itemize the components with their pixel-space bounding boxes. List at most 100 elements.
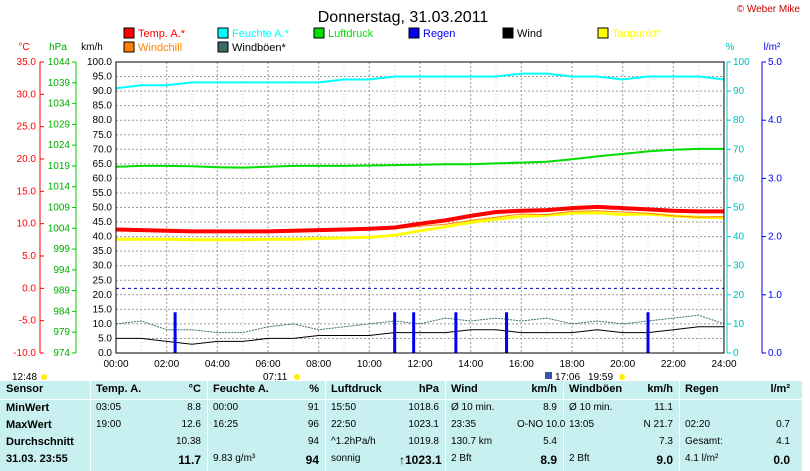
legend-label: Regen [423,28,455,40]
kmh-unit-label: km/h [81,42,103,53]
temp-tick-label: 20.0 [17,154,37,165]
kmh-tick-label: 90.0 [93,86,113,97]
rain-tick-label: 2.0 [768,232,782,243]
rain-tick-label: 5.0 [768,57,782,68]
table-cell: 11.1 [654,402,673,413]
table-cell: 1023.1 [408,419,439,430]
temp-tick-label: 35.0 [17,57,37,68]
table-divider [0,399,802,400]
table-row: 31.03. 23:55 11.7 9.83 g/m³ 94 sonnig ↑1023.1… [0,451,802,467]
legend-swatch [313,27,325,39]
time-tick-label: 08:00 [306,359,331,370]
table-row: MinWert 03:05 8.8 00:00 91 15:50 1018.6 Ø 10 mi… [0,400,802,416]
col-divider [325,381,326,471]
table-cell: 11.7 [178,453,201,467]
legend-label: Wind [517,28,542,40]
kmh-tick-label: 10.0 [93,319,113,330]
hpa-tick-label: 1034 [48,99,71,110]
col-divider [679,381,680,471]
rain-unit-label: l/m² [764,42,781,53]
table-cell: O-NO 10.0 [517,419,566,430]
temp-tick-label: 0.0 [22,283,36,294]
kmh-tick-label: 35.0 [93,246,113,257]
table-cell: sonnig [331,453,361,464]
table-cell: 91 [307,402,319,413]
kmh-tick-label: 60.0 [93,173,113,184]
table-cell: 8.9 [543,402,557,413]
weather-chart: 100.095.090.085.080.075.070.065.060.055.… [12,4,800,381]
kmh-tick-label: 30.0 [93,261,113,272]
humidity-tick-label: 50 [733,203,745,214]
rain-bar [173,312,177,353]
table-cell: 2 Bft [451,453,472,464]
legend-label: Windchill [138,42,182,54]
humidity-tick-label: 60 [733,173,745,184]
humidity-tick-label: 30 [733,261,745,272]
table-cell: 03:05 [96,402,122,413]
header-humidity: Feuchte A. [213,383,269,395]
humidity-tick-label: 90 [733,86,745,97]
table-cell: ^1.2hPa/h [331,436,376,447]
stats-table: Sensor Temp. A. °C Feuchte A. % Luftdruc… [0,381,802,471]
table-cell: 96 [307,419,319,430]
temp-tick-label: 10.0 [17,219,37,230]
legend-label: Temp. A.* [138,28,186,40]
table-cell: 0.0 [773,453,790,467]
humidity-tick-label: 20 [733,290,745,301]
header-pressure: Luftdruck [331,383,382,395]
col-divider [445,381,446,471]
humidity-tick-label: 70 [733,144,745,155]
hpa-tick-label: 1004 [48,223,71,234]
col-divider [563,381,564,471]
rain-tick-label: 0.0 [768,348,782,359]
hpa-tick-label: 1014 [48,182,71,193]
header-humidity-unit: % [309,383,319,395]
table-cell: 23:35 [451,419,477,430]
legend-swatch [123,41,135,53]
pressure-line [115,147,724,169]
table-cell: 5.4 [543,436,557,447]
rain-tick-label: 4.0 [768,115,782,126]
kmh-tick-label: 65.0 [93,159,113,170]
table-row: Durchschnitt 10.38 94 ^1.2hPa/h 1019.8 130.7 … [0,434,802,450]
header-sensor: Sensor [6,383,44,395]
row-label: 31.03. 23:55 [6,453,68,465]
kmh-tick-label: 45.0 [93,217,113,228]
moon-icon [41,374,47,380]
kmh-tick-label: 55.0 [93,188,113,199]
table-header: Sensor Temp. A. °C Feuchte A. % Luftdruc… [0,381,802,397]
rain-bar [454,312,458,353]
time-tick-label: 04:00 [205,359,230,370]
legend-label: Taupunkt* [612,28,662,40]
table-cell: 13:05 [569,419,595,430]
wind-line [116,326,724,345]
hpa-tick-label: 974 [53,348,70,359]
hpa-tick-label: 1024 [48,140,71,151]
table-cell: 7.3 [659,436,673,447]
temp-tick-label: 15.0 [17,186,37,197]
moonset-time: 12:48 [12,372,37,381]
table-cell: 9.83 g/m³ [213,453,256,464]
time-tick-label: 00:00 [103,359,128,370]
hpa-tick-label: 989 [53,286,70,297]
table-cell: N 21.7 [643,419,673,430]
table-cell: 10.38 [175,436,201,447]
hpa-tick-label: 1044 [48,57,71,68]
sunset-icon [619,374,625,380]
hpa-tick-label: 984 [53,306,70,317]
hpa-tick-label: 979 [53,327,70,338]
col-divider [207,381,208,471]
col-divider [90,381,91,471]
row-label: Durchschnitt [6,436,74,448]
rain-bar [646,312,650,353]
header-temp-unit: °C [188,383,201,395]
time-tick-label: 02:00 [154,359,179,370]
temp-tick-label: 25.0 [17,122,37,133]
sunset-time: 19:59 [588,372,613,381]
kmh-tick-label: 0.0 [98,348,112,359]
sunrise-time: 07:11 [263,372,288,381]
legend-swatch [217,27,229,39]
time-tick-label: 14:00 [458,359,483,370]
row-label: MinWert [6,402,50,414]
table-cell: 9.0 [656,453,673,467]
